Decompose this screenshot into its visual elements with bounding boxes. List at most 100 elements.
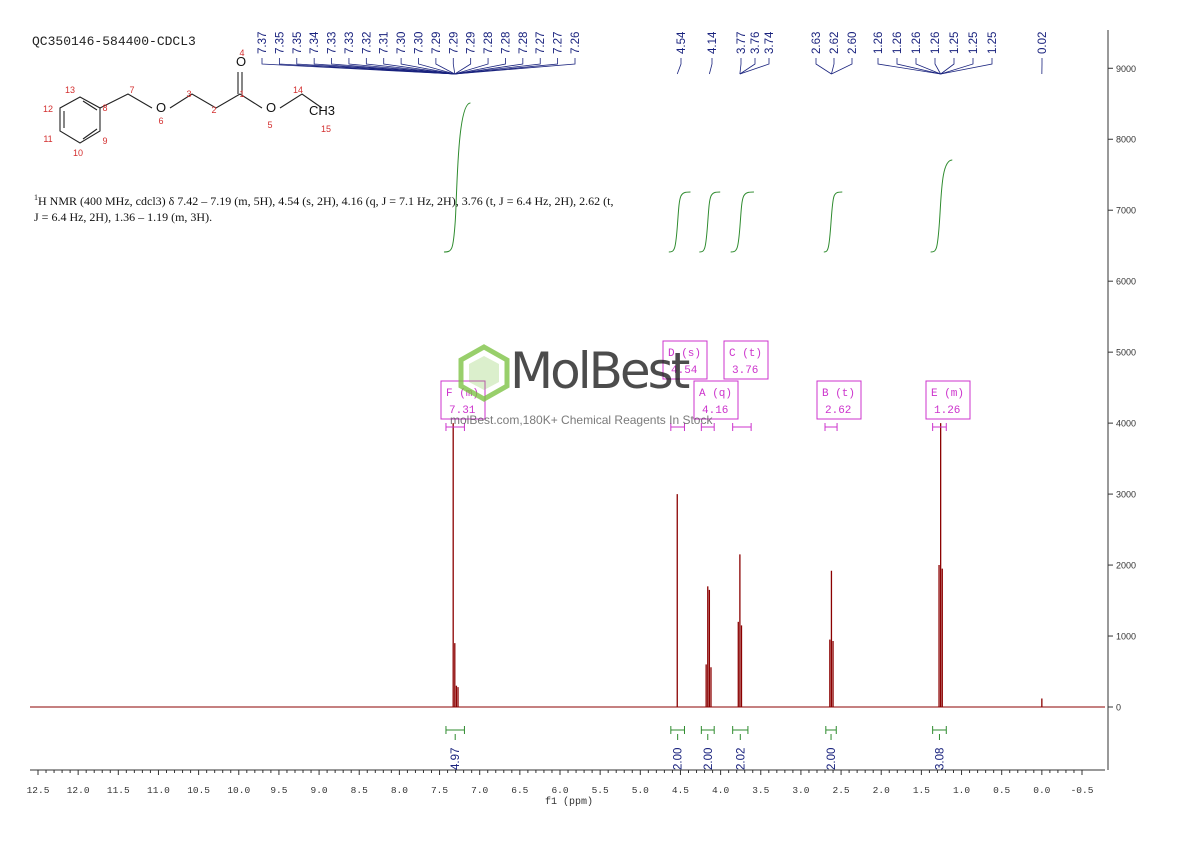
atom-number: 14	[293, 85, 303, 95]
peak-label-connector	[940, 58, 974, 75]
multiplet-shift: 1.26	[934, 405, 960, 417]
peak-label-connector	[435, 58, 455, 75]
peak-label-connector	[739, 58, 770, 75]
peak-label: 7.28	[483, 32, 495, 54]
multiplet-shift: 2.62	[825, 405, 851, 417]
peak-label-connector	[418, 58, 455, 75]
peak-label: 7.31	[379, 32, 391, 54]
peak-label-connector	[940, 58, 993, 75]
x-tick-label: 2.5	[833, 785, 850, 796]
integral-curves	[443, 102, 953, 253]
benzene-ring	[59, 96, 101, 144]
x-tick-label: 2.0	[873, 785, 890, 796]
multiplet-box	[693, 380, 739, 420]
chain-bonds	[99, 93, 153, 109]
atom-label: CH3	[309, 103, 335, 118]
peak-label: 7.37	[257, 32, 269, 54]
peak-label: 1.25	[949, 32, 961, 54]
atom-number: 15	[321, 124, 331, 134]
chemical-structure	[59, 72, 323, 144]
peak-label-connector	[365, 58, 455, 75]
x-tick-label: 4.0	[712, 785, 729, 796]
peak-label: 7.29	[448, 32, 460, 54]
peak-label-connector	[313, 58, 455, 75]
peak-label-connector	[454, 58, 576, 75]
x-tick-label: 10.0	[227, 785, 250, 796]
atom-number: 9	[102, 136, 107, 146]
y-tick-label: 8000	[1116, 135, 1136, 145]
nmr-superscript: 1	[34, 193, 38, 202]
peak-label-connector	[815, 58, 832, 75]
atom-number: 4	[239, 48, 244, 58]
y-tick-label: 9000	[1116, 64, 1136, 74]
multiplet-label: B (t)	[822, 388, 855, 400]
multiplet-box	[816, 380, 862, 420]
x-tick-label: 11.5	[107, 785, 130, 796]
y-tick-label: 3000	[1116, 490, 1136, 500]
peak-label: 7.26	[570, 32, 582, 54]
multiplet-annotations: F (m)7.31D (s)4.54A (q)4.16C (t)3.76B (t…	[440, 340, 971, 431]
x-tick-label: 4.5	[672, 785, 689, 796]
integral-curve	[930, 159, 953, 253]
atom-label: O	[236, 54, 246, 69]
peak-label: 1.25	[968, 32, 980, 54]
peak-label-connector	[896, 58, 941, 75]
peak-label: 3.74	[764, 31, 776, 54]
watermark-tagline: molBest.com,180K+ Chemical Reagents In S…	[450, 413, 713, 427]
atom-number: 3	[186, 89, 191, 99]
atom-label: O	[266, 100, 276, 115]
multiplet-shift: 7.31	[449, 405, 476, 417]
benzene-logo-icon	[458, 344, 510, 402]
peak-label: 7.33	[344, 32, 356, 54]
peak-label-connector	[454, 58, 541, 75]
axes: 12.5 12.0 11.5 11.0 10.5 10.0 9.5 9.0 8.5 8.0 7.5 7…	[27, 30, 1136, 796]
peak-label-connector	[940, 58, 955, 75]
x-tick-label: 8.0	[391, 785, 408, 796]
x-tick-label: 9.0	[311, 785, 328, 796]
peak-label-connector	[348, 58, 455, 75]
atom-number: 2	[211, 105, 216, 115]
integral-annotations: 4.97 2.00 2.00 2.02 2.00 3.08	[445, 726, 947, 770]
ring-double-bond	[82, 100, 98, 111]
integral-curve	[823, 191, 843, 253]
x-tick-label: 0.5	[993, 785, 1010, 796]
peak-label: 3.77	[736, 32, 748, 54]
peak-label: 7.28	[518, 32, 530, 54]
chain-bonds	[169, 93, 263, 109]
peak-label-connector	[454, 58, 506, 75]
peak-label-connector	[331, 58, 455, 75]
peak-label: 7.27	[553, 32, 565, 54]
x-tick-label: 11.0	[147, 785, 170, 796]
integral-curve	[668, 191, 691, 253]
atom-number: 1	[239, 89, 244, 99]
multiplet-shift: 4.54	[671, 365, 698, 377]
integral-value: 3.08	[934, 748, 946, 770]
x-tick-label: 5.0	[632, 785, 649, 796]
peak-label-connector	[454, 58, 472, 75]
nmr-description: 1H NMR (400 MHz, cdcl3) δ 7.42 – 7.19 (m…	[34, 190, 614, 225]
peak-label: 4.54	[676, 31, 688, 54]
x-tick-label: 3.0	[792, 785, 809, 796]
x-tick-label: 7.0	[471, 785, 488, 796]
peak-label-connector	[454, 58, 489, 75]
peak-labels: 7.37 7.35 7.35 7.34 7.33 7.33 7.32 7.31 7.30 7.30…	[257, 31, 1049, 75]
multiplet-shift: 4.16	[702, 405, 728, 417]
chain-bonds	[279, 93, 323, 109]
peak-label: 7.29	[466, 32, 478, 54]
peak-label-connector	[708, 58, 713, 75]
peak-label: 7.28	[500, 32, 512, 54]
peak-label: 2.63	[811, 32, 823, 54]
y-tick-label: 5000	[1116, 348, 1136, 358]
x-tick-label: 8.5	[351, 785, 368, 796]
multiplet-label: C (t)	[729, 348, 762, 360]
atom-number: 8	[102, 103, 107, 113]
multiplet-label: A (q)	[699, 388, 732, 400]
multiplet-box	[662, 340, 708, 380]
peak-label-connector	[934, 58, 942, 75]
x-tick-label: 12.0	[67, 785, 90, 796]
atom-number: 11	[43, 134, 52, 144]
peak-label: 2.62	[829, 32, 841, 54]
multiplet-box	[925, 380, 971, 420]
atom-number: 7	[129, 85, 134, 95]
